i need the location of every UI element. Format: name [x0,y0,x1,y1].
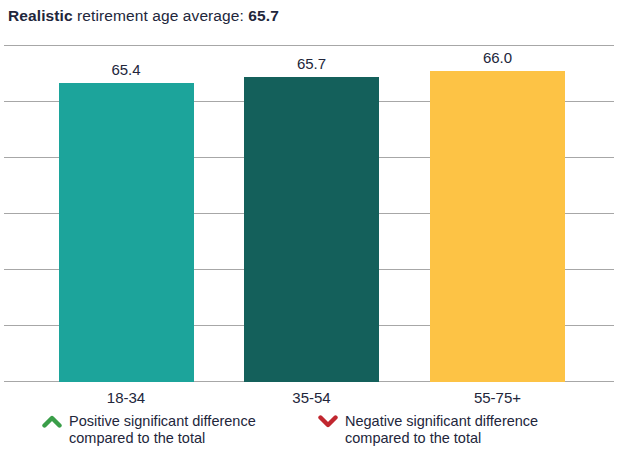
retirement-age-chart-card: Realistic retirement age average: 65.7 6… [0,0,619,460]
gridline [4,45,614,46]
bar-55-75+ [430,71,565,382]
bar-value-label: 66.0 [458,49,538,66]
legend-item-label: Negative significant difference compared… [345,413,573,446]
legend-item: Positive significant difference compared… [42,413,297,446]
bar-chart: 65.4 18-34 65.7 35-54 66.0 55-75+ [0,0,619,460]
bar-35-54 [244,77,379,382]
x-axis-label: 35-54 [257,389,367,406]
x-axis-label: 18-34 [71,389,181,406]
legend-item-label: Positive significant difference compared… [69,413,297,446]
bar-value-label: 65.7 [272,55,352,72]
chevron-up-icon [42,415,62,428]
bar-18-34 [59,83,194,382]
bar-value-label: 65.4 [86,61,166,78]
chevron-down-icon [318,415,338,428]
legend-item: Negative significant difference compared… [318,413,573,446]
x-axis-label: 55-75+ [443,389,553,406]
